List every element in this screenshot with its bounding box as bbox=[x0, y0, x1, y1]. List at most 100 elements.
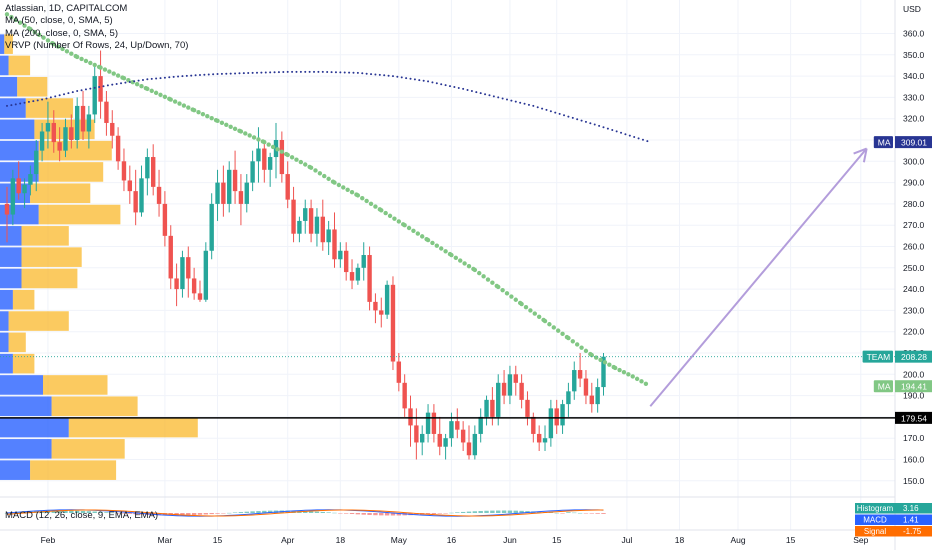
ma200-dot bbox=[510, 99, 513, 102]
macd-legend[interactable]: MACD (12, 26, close, 9, EMA, EMA) bbox=[5, 510, 159, 521]
candle-body bbox=[542, 438, 548, 443]
ma50-dot bbox=[485, 277, 491, 282]
candle-body bbox=[133, 191, 138, 213]
ma200-dot bbox=[277, 71, 280, 74]
candle-body bbox=[478, 416, 483, 434]
ma200-dot bbox=[185, 74, 188, 77]
macd-line bbox=[6, 509, 604, 517]
drawings[interactable] bbox=[0, 147, 895, 419]
ma50-dot bbox=[149, 88, 154, 94]
ma50-dot bbox=[294, 157, 299, 162]
candle-body bbox=[420, 433, 425, 443]
macd-label-box bbox=[895, 514, 932, 525]
macd-histogram-bar bbox=[560, 513, 565, 514]
ma200-dot bbox=[137, 79, 140, 82]
vp-bar-up bbox=[0, 55, 9, 76]
ma50-dot bbox=[589, 352, 594, 358]
candle-body bbox=[244, 182, 249, 204]
ma50-dot bbox=[36, 32, 42, 38]
ma50-dot bbox=[83, 58, 89, 64]
time-axis[interactable]: Feb Mar 15 Apr 18 May 16 Jun 15 Jul 18 Aug 15 Sep bbox=[41, 535, 869, 545]
ma50-dot bbox=[634, 376, 640, 382]
vp-bar-up bbox=[0, 439, 52, 459]
ma50-dot bbox=[134, 82, 140, 87]
macd-histogram-bar bbox=[186, 513, 191, 516]
ma50-dot bbox=[162, 94, 168, 100]
ma200-dot bbox=[146, 78, 149, 81]
ma200-dot bbox=[326, 70, 329, 73]
ma200-line bbox=[6, 70, 649, 143]
ma200-dot bbox=[260, 71, 263, 74]
ma50-dot bbox=[593, 355, 599, 360]
candle-body bbox=[151, 157, 156, 187]
macd-histogram-bar bbox=[572, 512, 577, 514]
price-tick-label: 260.0 bbox=[903, 242, 925, 252]
ma50-dot bbox=[186, 105, 191, 110]
ma200-dot bbox=[313, 70, 316, 73]
candle-body bbox=[384, 284, 390, 315]
ma50-dot bbox=[425, 237, 431, 243]
macd-histogram-bar bbox=[414, 513, 419, 515]
ma200-dot bbox=[541, 107, 544, 110]
ma50-legend[interactable]: MA (50, close, 0, SMA, 5) bbox=[5, 15, 113, 27]
candle-body bbox=[373, 301, 378, 311]
symbol-title[interactable]: Atlassian, 1D, CAPITALCOM bbox=[5, 3, 128, 14]
ma50-dot bbox=[121, 76, 127, 81]
ma200-dot bbox=[23, 101, 26, 104]
vp-bar-up bbox=[0, 396, 52, 417]
macd-histogram-bar bbox=[98, 511, 103, 513]
ma200-dot bbox=[14, 103, 17, 106]
candle-body bbox=[566, 391, 571, 405]
candle-body bbox=[250, 161, 255, 183]
ma200-legend[interactable]: MA (200, close, 0, SMA, 5) bbox=[5, 27, 118, 39]
ma200-dot bbox=[124, 81, 127, 84]
ma200-dot bbox=[365, 72, 368, 75]
ma200-dot bbox=[646, 140, 649, 143]
candle-body bbox=[4, 203, 10, 215]
currency-label[interactable]: USD bbox=[903, 4, 921, 14]
candle-body bbox=[227, 169, 232, 204]
ma50-dot bbox=[602, 360, 608, 365]
ma200-dot bbox=[615, 130, 618, 133]
macd-histogram-bar bbox=[156, 513, 162, 516]
candle-body bbox=[238, 191, 244, 204]
ma200-dot bbox=[36, 99, 39, 102]
ma200-dot bbox=[291, 70, 294, 73]
candle-body bbox=[536, 433, 542, 443]
macd-histogram-bar bbox=[80, 510, 86, 513]
candle-body bbox=[45, 122, 51, 132]
ma200-dot bbox=[198, 74, 201, 77]
vp-bar-down bbox=[12, 353, 35, 374]
ma50-line bbox=[4, 12, 649, 386]
chart-legend[interactable]: Atlassian, 1D, CAPITALCOM MA (50, close,… bbox=[5, 3, 188, 52]
macd-histogram-bar bbox=[133, 513, 138, 515]
candle-body bbox=[466, 442, 472, 456]
macd-histogram-bar bbox=[57, 510, 62, 513]
ma200-dot bbox=[506, 98, 509, 101]
ma200-dot bbox=[247, 72, 250, 75]
macd-histogram-bar bbox=[74, 510, 80, 513]
ma50-dot bbox=[98, 65, 103, 70]
candle-body bbox=[28, 174, 33, 185]
candle-body bbox=[303, 208, 308, 221]
time-tick-label: May bbox=[391, 535, 408, 545]
ma50-dot bbox=[509, 294, 514, 299]
ma50-dot bbox=[415, 231, 421, 236]
ma200-dot bbox=[457, 86, 460, 89]
ma50-dot bbox=[341, 185, 346, 190]
ma200-dot bbox=[41, 98, 44, 101]
candle-body bbox=[355, 267, 361, 281]
ma200-dot bbox=[10, 104, 13, 107]
ma200-dot bbox=[593, 123, 596, 126]
vrvp-legend[interactable]: VRVP (Number Of Rows, 24, Up/Down, 70) bbox=[5, 39, 189, 51]
price-label-tag bbox=[873, 136, 893, 149]
candle-body bbox=[308, 208, 314, 234]
candle-body bbox=[496, 382, 501, 417]
ma50-dot bbox=[379, 208, 384, 213]
macd-label-value: 3.16 bbox=[903, 504, 919, 513]
ma200-dot bbox=[89, 87, 92, 90]
macd-label-value: -1.75 bbox=[903, 527, 922, 536]
signal-line bbox=[6, 509, 604, 517]
ma50-dot bbox=[555, 328, 561, 333]
